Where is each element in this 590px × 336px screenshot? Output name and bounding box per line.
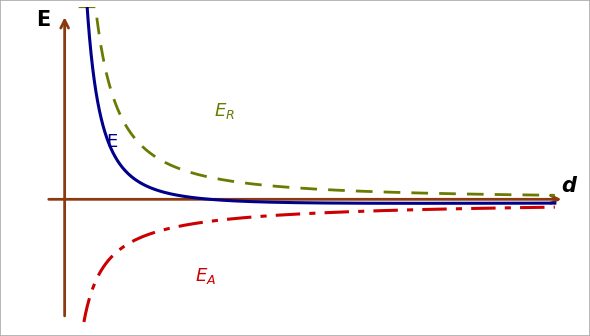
Text: E: E	[107, 132, 118, 151]
Text: $E_A$: $E_A$	[195, 266, 217, 286]
Text: $E_R$: $E_R$	[214, 101, 235, 121]
Text: d: d	[561, 176, 576, 196]
Text: E: E	[37, 10, 51, 30]
